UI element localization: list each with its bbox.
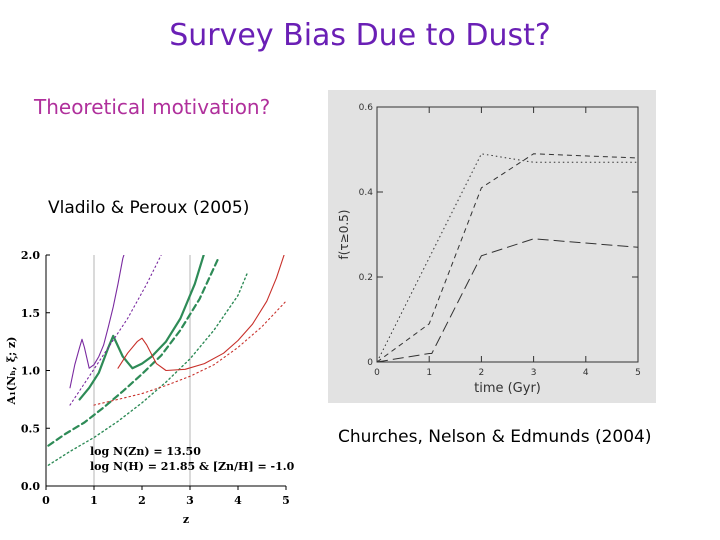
left-series-3 (69, 255, 125, 389)
left-series-4 (69, 255, 162, 406)
right-plot-frame (376, 106, 639, 363)
slide-title: Survey Bias Due to Dust? (169, 18, 551, 53)
right-series-0 (376, 153, 638, 363)
r-x-tick-label-3: 3 (531, 368, 537, 378)
y-tick-label-4: 2.0 (21, 249, 40, 262)
r-y-tick-label-1: 0.2 (359, 273, 373, 283)
y-tick-label-1: 0.5 (21, 422, 40, 435)
r-y-axis-label: f(τ≥0.5) (337, 210, 351, 260)
citation-churches-nelson-edmunds: Churches, Nelson & Edmunds (2004) (338, 427, 652, 447)
x-tick-label-4: 4 (234, 494, 242, 507)
r-x-tick-label-2: 2 (479, 368, 485, 378)
y-tick-label-3: 1.5 (21, 307, 40, 320)
x-tick-label-5: 5 (282, 494, 290, 507)
x-tick-label-3: 3 (186, 494, 194, 507)
annotation-line-1: log N(H) = 21.85 & [Zn/H] = -1.0 (90, 460, 295, 473)
r-y-tick-label-3: 0.6 (359, 103, 374, 113)
r-x-tick-label-1: 1 (426, 368, 432, 378)
r-x-tick-label-0: 0 (374, 368, 380, 378)
r-x-tick-label-4: 4 (583, 368, 589, 378)
left-series-group (47, 255, 286, 466)
slide-subtitle: Theoretical motivation? (34, 95, 271, 119)
y-tick-label-0: 0.0 (21, 480, 40, 493)
citation-vladilo-peroux: Vladilo & Peroux (2005) (48, 198, 250, 218)
left-series-1 (47, 256, 220, 447)
right-chart-background (328, 90, 656, 403)
left-series-6 (93, 300, 286, 406)
r-y-tick-label-0: 0 (367, 358, 373, 368)
right-series-1 (376, 153, 639, 363)
x-tick-label-0: 0 (42, 494, 50, 507)
x-tick-label-2: 2 (138, 494, 146, 507)
annotation-line-0: log N(Zn) = 13.50 (90, 445, 201, 458)
r-y-tick-label-2: 0.4 (359, 188, 374, 198)
x-tick-label-1: 1 (90, 494, 98, 507)
r-x-axis-label: time (Gyr) (474, 381, 541, 396)
x-axis-label: z (183, 513, 189, 526)
y-tick-label-2: 1.0 (21, 365, 40, 378)
y-axis-label: A₁(Nₕ, ξ; z) (5, 337, 18, 406)
left-series-5 (117, 255, 285, 372)
left-series-0 (78, 255, 205, 401)
r-x-tick-label-5: 5 (635, 368, 641, 378)
